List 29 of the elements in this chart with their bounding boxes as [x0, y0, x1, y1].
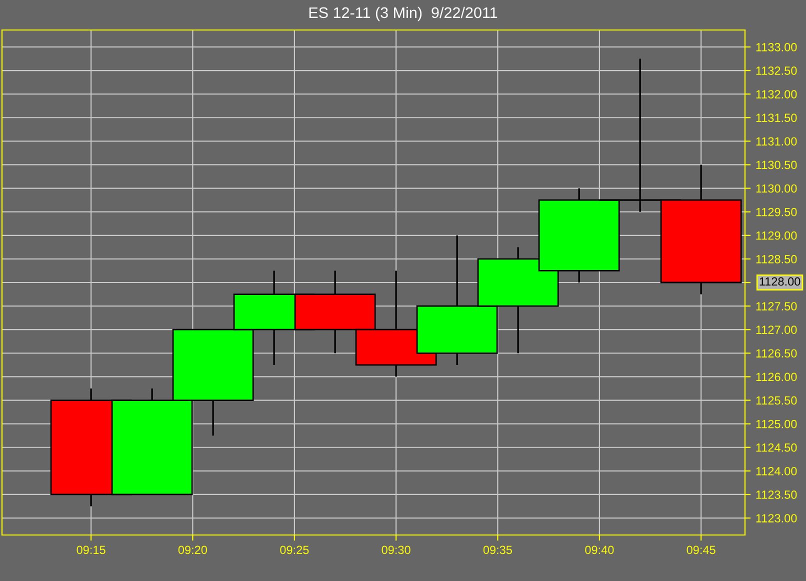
x-tick-label: 09:30: [382, 546, 410, 554]
y-tick-label: 1123.50: [756, 490, 797, 499]
x-tick-label: 09:45: [686, 546, 716, 554]
y-tick-label: 1124.00: [756, 466, 797, 476]
y-tick-label: 1133.00: [756, 42, 797, 52]
y-tick-label: 1126.00: [756, 372, 797, 382]
y-tick-label: 1127.00: [756, 326, 797, 334]
y-tick-label: 1132.50: [756, 66, 797, 75]
y-tick-label: 1131.50: [756, 114, 797, 122]
y-tick-label: 1127.50: [756, 302, 797, 310]
y-tick-label: 1124.50: [756, 443, 797, 452]
x-tick-label: 09:15: [76, 546, 106, 554]
y-tick-label: 1123.00: [756, 514, 797, 522]
y-tick-label: 1130.00: [756, 184, 797, 193]
x-tick-label: 09:25: [280, 546, 309, 554]
y-tick-label: 1131.00: [756, 137, 797, 146]
y-tick-label: 1125.00: [756, 420, 797, 428]
y-tick-label: 1129.00: [756, 231, 797, 240]
y-tick-label: 1125.50: [756, 396, 797, 405]
y-tick-label: 1130.50: [756, 160, 797, 170]
y-tick-label: 1126.50: [756, 349, 797, 358]
x-tick-label: 09:35: [483, 546, 512, 554]
y-tick-label: 1129.50: [756, 208, 797, 216]
y-tick-label: 1128.50: [756, 254, 797, 264]
x-tick-label: 09:20: [178, 546, 207, 554]
chart-title: ES 12-11 (3 Min) 9/22/2011: [309, 6, 498, 22]
x-tick-label: 09:40: [585, 546, 614, 554]
y-tick-label: 1132.00: [756, 90, 797, 98]
text: 1128.00: [760, 277, 800, 286]
